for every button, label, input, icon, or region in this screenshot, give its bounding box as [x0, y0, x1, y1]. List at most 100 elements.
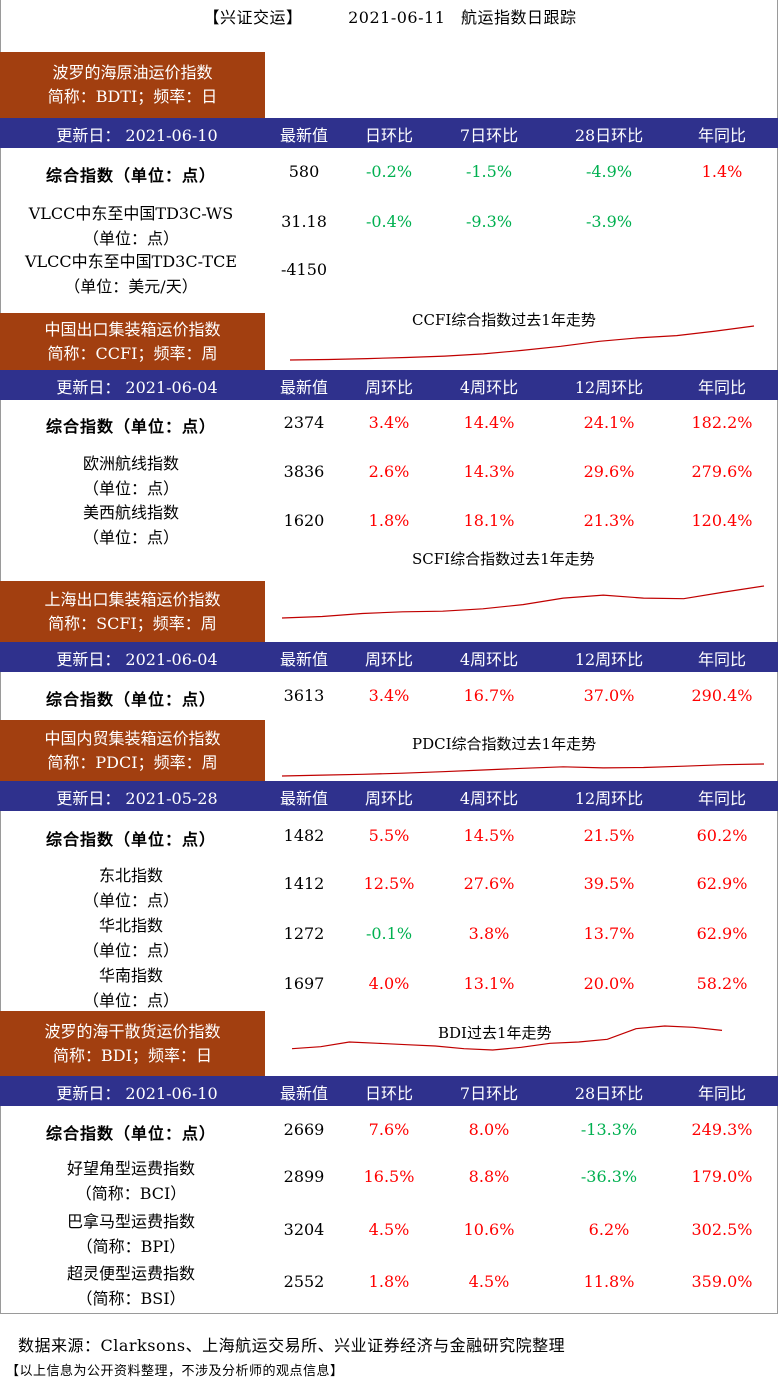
column-header: 年同比 — [697, 650, 747, 669]
row-name: VLCC中东至中国TD3C-TCE — [24, 252, 238, 271]
change-value: -0.1% — [365, 924, 413, 943]
section-abbr: 简称：BDI；频率：日 — [53, 1046, 212, 1065]
column-header: 12周环比 — [574, 789, 644, 808]
column-header: 28日环比 — [574, 1084, 644, 1103]
chart-title-bdi: BDI过去1年走势 — [438, 1024, 552, 1042]
change-value: 39.5% — [583, 874, 635, 893]
change-value: 302.5% — [691, 1220, 753, 1239]
row-name: 综合指数（单位：点） — [45, 166, 216, 185]
column-header: 4周环比 — [459, 650, 519, 669]
section-abbr: 简称：SCFI；频率：周 — [48, 614, 217, 633]
change-value: 18.1% — [463, 511, 515, 530]
update-date: 更新日： 2021-06-04 — [56, 650, 218, 669]
change-value: 8.8% — [468, 1167, 510, 1186]
row-unit: （简称：BCI） — [75, 1184, 187, 1203]
change-value: 3.4% — [368, 686, 410, 705]
change-value: 182.2% — [691, 413, 753, 432]
change-value: 21.5% — [583, 826, 635, 845]
update-date: 更新日： 2021-05-28 — [56, 789, 218, 808]
change-value: 3.4% — [368, 413, 410, 432]
row-name: 欧洲航线指数 — [82, 454, 179, 473]
row-unit: （单位：点） — [82, 991, 179, 1010]
column-header: 最新值 — [279, 650, 329, 669]
change-value: 12.5% — [363, 874, 415, 893]
change-value: 6.2% — [588, 1220, 630, 1239]
section-label-ccfi: 中国出口集装箱运价指数 简称：CCFI；频率：周 — [0, 313, 265, 370]
change-value: 20.0% — [583, 974, 635, 993]
column-header: 7日环比 — [459, 126, 519, 145]
change-value: 359.0% — [691, 1272, 753, 1291]
change-value: 120.4% — [691, 511, 753, 530]
latest-value: 3204 — [283, 1220, 325, 1239]
section-label-pdci: 中国内贸集装箱运价指数 简称：PDCI；频率：周 — [0, 720, 265, 781]
row-name: 综合指数（单位：点） — [45, 1124, 216, 1143]
column-header: 周环比 — [364, 378, 414, 397]
section-name: 上海出口集装箱运价指数 — [44, 590, 221, 609]
trend-line-pdci — [281, 763, 765, 777]
chart-title-scfi: SCFI综合指数过去1年走势 — [412, 550, 595, 568]
update-date: 更新日： 2021-06-10 — [56, 126, 218, 145]
section-label-scfi: 上海出口集装箱运价指数 简称：SCFI；频率：周 — [0, 581, 265, 642]
header-bar-bdti: 更新日： 2021-06-10 最新值 日环比 7日环比 28日环比 年同比 — [0, 118, 778, 148]
brand-tag: 【兴证交运】 — [203, 8, 303, 27]
trend-line-scfi — [281, 585, 765, 619]
column-header: 4周环比 — [459, 378, 519, 397]
change-value: 279.6% — [691, 462, 753, 481]
latest-value: -4150 — [280, 260, 328, 279]
report-date: 2021-06-11 — [348, 8, 446, 27]
column-header: 7日环比 — [459, 1084, 519, 1103]
change-value: 62.9% — [696, 874, 748, 893]
row-unit: （单位：点） — [82, 229, 179, 248]
latest-value: 2552 — [283, 1272, 325, 1291]
change-value: 37.0% — [583, 686, 635, 705]
latest-value: 1412 — [283, 874, 325, 893]
change-value: -0.4% — [365, 212, 413, 231]
column-header: 最新值 — [279, 378, 329, 397]
chart-title-pdci: PDCI综合指数过去1年走势 — [412, 735, 597, 753]
change-value: -1.5% — [465, 162, 513, 181]
change-value: 16.5% — [363, 1167, 415, 1186]
update-date: 更新日： 2021-06-10 — [56, 1084, 218, 1103]
row-unit: （简称：BSI） — [76, 1289, 186, 1308]
change-value: 4.5% — [368, 1220, 410, 1239]
change-value: 14.5% — [463, 826, 515, 845]
column-header: 12周环比 — [574, 378, 644, 397]
row-name: 综合指数（单位：点） — [45, 417, 216, 436]
latest-value: 580 — [288, 162, 320, 181]
change-value: 13.7% — [583, 924, 635, 943]
row-unit: （单位：点） — [82, 528, 179, 547]
section-label-bdi: 波罗的海干散货运价指数 简称：BDI；频率：日 — [0, 1011, 265, 1076]
column-header: 周环比 — [364, 789, 414, 808]
report-title: 航运指数日跟踪 — [460, 8, 577, 27]
section-label-bdti: 波罗的海原油运价指数 简称：BDTI；频率：日 — [0, 52, 265, 118]
change-value: 16.7% — [463, 686, 515, 705]
trend-chart-pdci — [281, 763, 765, 777]
change-value: 58.2% — [696, 974, 748, 993]
latest-value: 3836 — [283, 462, 325, 481]
change-value: 10.6% — [463, 1220, 515, 1239]
change-value: 14.4% — [463, 413, 515, 432]
change-value: 290.4% — [691, 686, 753, 705]
change-value: 21.3% — [583, 511, 635, 530]
column-header: 最新值 — [279, 789, 329, 808]
disclaimer: 【以上信息为公开资料整理，不涉及分析师的观点信息】 — [6, 1364, 344, 1379]
column-header: 年同比 — [697, 126, 747, 145]
row-name: 东北指数 — [98, 866, 163, 885]
change-value: -4.9% — [585, 162, 633, 181]
change-value: 179.0% — [691, 1167, 753, 1186]
data-source: 数据来源：Clarksons、上海航运交易所、兴业证券经济与金融研究院整理 — [18, 1336, 566, 1355]
change-value: 13.1% — [463, 974, 515, 993]
change-value: 5.5% — [368, 826, 410, 845]
latest-value: 2899 — [283, 1167, 325, 1186]
row-name: 综合指数（单位：点） — [45, 830, 216, 849]
change-value: 62.9% — [696, 924, 748, 943]
change-value: 8.0% — [468, 1120, 510, 1139]
latest-value: 1482 — [283, 826, 325, 845]
change-value: -13.3% — [580, 1120, 638, 1139]
column-header: 28日环比 — [574, 126, 644, 145]
trend-chart-ccfi — [289, 325, 755, 361]
section-abbr: 简称：PDCI；频率：周 — [47, 753, 218, 772]
row-name: 综合指数（单位：点） — [45, 690, 216, 709]
header-bar-pdci: 更新日： 2021-05-28 最新值 周环比 4周环比 12周环比 年同比 — [0, 781, 778, 811]
latest-value: 31.18 — [281, 212, 327, 231]
